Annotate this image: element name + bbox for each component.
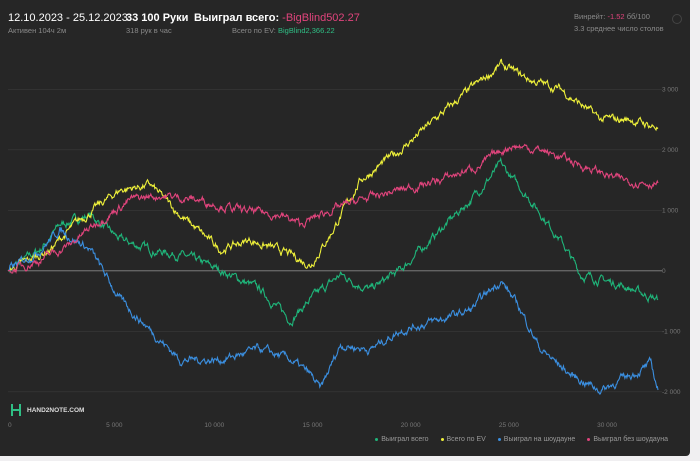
settings-icon[interactable] [672, 14, 682, 24]
logo-icon [11, 404, 21, 416]
won-label: Выиграл всего: [194, 12, 280, 24]
series-line-3 [7, 143, 659, 274]
x-tick-label: 10 000 [204, 422, 224, 429]
y-tick-label: 0 [662, 268, 666, 275]
legend: Выиграл всего Всего по EV Выиграл на шоуда… [375, 436, 668, 443]
winrate-unit: бб/100 [626, 12, 650, 21]
legend-dot [587, 437, 591, 441]
chart: 3 000 2 000 1 000 0 -1 000 -2 000 0 5 000 10 000… [7, 58, 681, 429]
legend-label: Выиграл на шоудауне [503, 436, 576, 443]
legend-dot [497, 437, 501, 441]
legend-item[interactable]: Выиграл всего [375, 436, 429, 443]
x-tick-label: 20 000 [401, 422, 421, 429]
legend-label: Выиграл без шоудауна [593, 436, 668, 443]
x-tick-label: 5 000 [106, 422, 123, 429]
legend-dot [440, 437, 444, 441]
x-tick-label: 30 000 [597, 422, 617, 429]
legend-dot [375, 437, 379, 441]
ev-label: Всего по EV: [232, 26, 276, 35]
x-tick-label: 0 [8, 422, 12, 429]
logo-text: HAND2NOTE.COM [27, 406, 85, 414]
legend-label: Всего по EV [446, 436, 486, 443]
series-line-1 [7, 58, 659, 273]
winrate-value: -1.52 [607, 12, 625, 21]
active-time: Активен 104ч 2м [8, 26, 67, 35]
logo: HAND2NOTE.COM [10, 403, 84, 417]
y-tick-label: -2 000 [662, 389, 681, 396]
avg-tables: 3.3 среднее число столов [574, 24, 664, 33]
legend-item[interactable]: Выиграл на шоудауне [497, 436, 576, 443]
chart-panel: 3 000 2 000 1 000 0 -1 000 -2 000 0 5 000 10 000… [0, 0, 690, 456]
legend-label: Выиграл всего [381, 436, 429, 443]
y-tick-label: 2 000 [662, 147, 679, 154]
ev-value: BigBlind2,366.22 [277, 26, 335, 35]
y-tick-label: 1 000 [662, 207, 679, 214]
legend-item[interactable]: Выиграл без шоудауна [587, 436, 668, 443]
hands-count: 33 100 Руки [126, 12, 189, 24]
x-tick-label: 15 000 [303, 422, 323, 429]
legend-item[interactable]: Всего по EV [440, 436, 486, 443]
hands-per-hour: 318 рук в час [126, 26, 172, 35]
winrate-label: Винрейт: [574, 12, 606, 21]
y-tick-label: 3 000 [662, 86, 679, 93]
series-line-0 [7, 156, 659, 327]
date-range: 12.10.2023 - 25.12.2023 [8, 12, 128, 24]
won-value: -BigBlind502.27 [282, 12, 360, 24]
series-line-2 [7, 226, 659, 395]
x-tick-label: 25 000 [499, 422, 519, 429]
y-tick-label: -1 000 [662, 328, 681, 335]
